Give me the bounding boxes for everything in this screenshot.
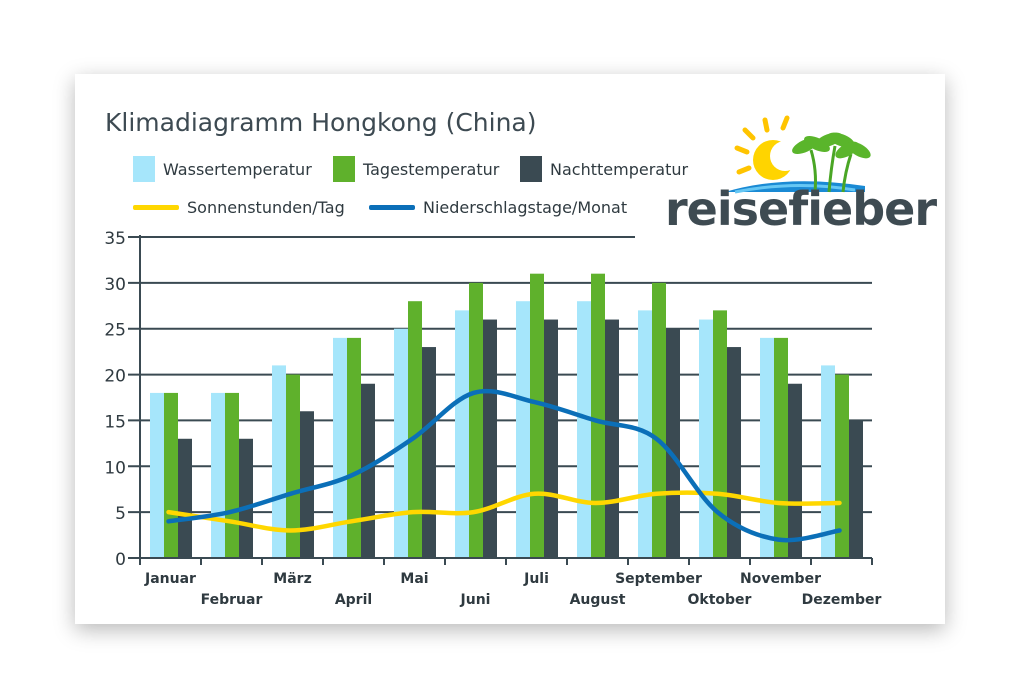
- x-tick-label: August: [570, 592, 626, 608]
- bar: [178, 438, 192, 558]
- legend-swatch: [133, 156, 155, 182]
- y-tick-label: 0: [115, 550, 126, 570]
- x-tick-label: September: [615, 571, 702, 587]
- bar: [591, 273, 605, 558]
- chart-title: Klimadiagramm Hongkong (China): [105, 108, 537, 137]
- legend-item-wassertemperatur: Wassertemperatur: [133, 156, 312, 182]
- legend-item-tagestemperatur: Tagestemperatur: [333, 156, 499, 182]
- bar: [347, 337, 361, 558]
- x-tick-label: Oktober: [688, 592, 752, 608]
- bar: [577, 301, 591, 558]
- x-tick-label: Dezember: [802, 592, 882, 608]
- axes: [128, 235, 873, 565]
- legend-label: Wassertemperatur: [163, 159, 312, 179]
- bar: [666, 328, 680, 558]
- x-tick-label: Januar: [144, 571, 196, 587]
- legend-line: [133, 205, 179, 210]
- x-tick-label: Juli: [523, 571, 549, 587]
- bar: [788, 383, 802, 558]
- bar: [727, 347, 741, 558]
- bar: [455, 310, 469, 558]
- bar: [849, 420, 863, 558]
- legend-swatch: [333, 156, 355, 182]
- x-tick-label: Juni: [460, 592, 491, 608]
- x-tick-label: November: [740, 571, 821, 587]
- bar: [394, 328, 408, 558]
- y-tick-label: 30: [104, 275, 126, 295]
- bar: [483, 319, 497, 558]
- y-tick-label: 10: [104, 458, 126, 478]
- bar: [225, 392, 239, 558]
- sun-palm-icon: [725, 115, 871, 194]
- bar: [422, 347, 436, 558]
- bar: [333, 337, 347, 558]
- bar: [211, 392, 225, 558]
- bar: [239, 438, 253, 558]
- reisefieber-logo: reisefieber: [665, 114, 937, 244]
- bar: [272, 365, 286, 558]
- legend-label: Sonnenstunden/Tag: [187, 198, 345, 217]
- y-tick-label: 5: [115, 504, 126, 524]
- bar: [544, 319, 558, 558]
- bar: [516, 301, 530, 558]
- bar: [699, 319, 713, 558]
- bar: [408, 301, 422, 558]
- bar: [652, 282, 666, 558]
- bar: [713, 310, 727, 558]
- x-tick-label: Mai: [400, 571, 428, 587]
- brand-name: reisefieber: [665, 182, 937, 236]
- x-tick-label: Februar: [201, 592, 263, 608]
- series-line: [166, 490, 842, 533]
- legend-item-sonnenstunden: Sonnenstunden/Tag: [133, 198, 345, 217]
- series-line: [166, 388, 842, 543]
- legend-label: Niederschlagstage/Monat: [423, 198, 628, 217]
- legend-swatch: [520, 156, 542, 182]
- bar: [530, 273, 544, 558]
- legend-line: [369, 205, 415, 210]
- series-lines: [166, 388, 842, 543]
- bar: [835, 374, 849, 558]
- bars: [150, 273, 863, 558]
- bar: [760, 337, 774, 558]
- y-tick-label: 15: [104, 412, 126, 432]
- bar: [469, 282, 483, 558]
- legend-item-niederschlagstage: Niederschlagstage/Monat: [369, 198, 627, 217]
- bar: [150, 392, 164, 558]
- bar: [300, 411, 314, 558]
- chart-canvas: 0 5 10 15 20 25 30 35 Januar Februar März April Mai J…: [104, 229, 881, 608]
- y-tick-label: 25: [104, 321, 126, 341]
- legend-label: Nachttemperatur: [550, 159, 689, 179]
- bar: [361, 383, 375, 558]
- chart-card: 0 5 10 15 20 25 30 35 Januar Februar März April Mai J…: [75, 74, 945, 624]
- legend-label: Tagestemperatur: [363, 159, 500, 179]
- bar: [605, 319, 619, 558]
- x-tick-label: März: [273, 571, 311, 587]
- tick-labels: 0 5 10 15 20 25 30 35 Januar Februar März April Mai J…: [104, 229, 881, 608]
- y-tick-label: 35: [104, 229, 126, 249]
- x-tick-label: April: [335, 592, 372, 608]
- bar: [821, 365, 835, 558]
- bar: [286, 374, 300, 558]
- legend-item-nachttemperatur: Nachttemperatur: [520, 156, 688, 182]
- bar: [164, 392, 178, 558]
- bar: [774, 337, 788, 558]
- y-tick-label: 20: [104, 367, 126, 387]
